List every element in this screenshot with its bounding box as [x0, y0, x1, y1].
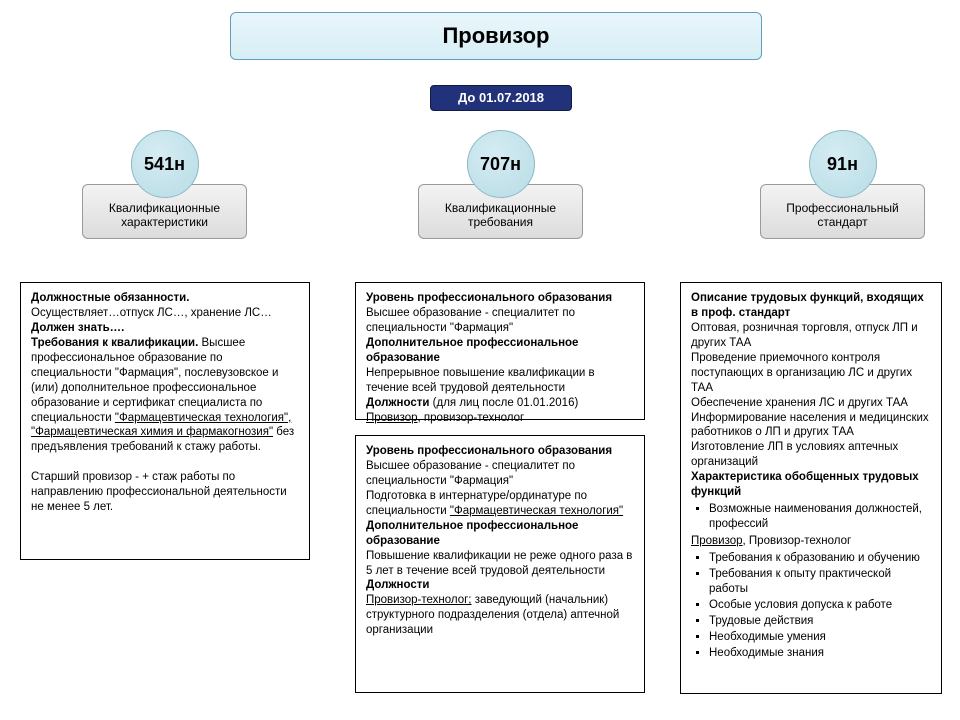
heading: Уровень профессионального образования — [366, 292, 612, 304]
text: Непрерывное повышение квалификации в теч… — [366, 367, 595, 394]
date-badge: До 01.07.2018 — [430, 85, 572, 111]
text: Высшее образование - специалитет по спец… — [366, 307, 575, 334]
list-item: Требования к опыту практической работы — [709, 567, 931, 597]
heading: Дополнительное профессиональное образова… — [366, 337, 578, 364]
heading: Дополнительное профессиональное образова… — [366, 520, 578, 547]
underlined-text: Провизор — [691, 535, 743, 547]
text: Изготовление ЛП в условиях аптечных орга… — [691, 441, 898, 468]
text: Старший провизор - + стаж работы по напр… — [31, 471, 287, 513]
text: Обеспечение хранения ЛС и других ТАА — [691, 397, 908, 409]
circle-badge-2: 707н — [467, 130, 535, 198]
content-box-professional-standard: Описание трудовых функций, входящих в пр… — [680, 282, 942, 694]
text: Оптовая, розничная торговля, отпуск ЛП и… — [691, 322, 918, 349]
text: (для лиц после 01.01.2016) — [429, 397, 578, 409]
content-box-qualification-requirements-1: Уровень профессионального образования Вы… — [355, 282, 645, 420]
text: Осуществляет…отпуск ЛС…, хранение ЛС… — [31, 307, 272, 319]
list-item: Возможные наименования должностей, профе… — [709, 502, 931, 532]
list-item: Необходимые умения — [709, 630, 931, 645]
bullet-list: Возможные наименования должностей, профе… — [709, 502, 931, 532]
text: Высшее профессиональное образование по с… — [31, 337, 278, 424]
heading: Должности — [366, 397, 429, 409]
circle-badge-3: 91н — [809, 130, 877, 198]
heading: Должен знать…. — [31, 322, 124, 334]
heading: Должностные обязанности. — [31, 292, 189, 304]
list-item: Необходимые знания — [709, 646, 931, 661]
heading: Требования к квалификации. — [31, 337, 198, 349]
heading: Характеристика обобщенных трудовых функц… — [691, 471, 919, 498]
text: , провизор-технолог — [418, 412, 525, 424]
underlined-text: Провизор-технолог; — [366, 594, 472, 606]
text: , Провизор-технолог — [743, 535, 852, 547]
content-box-qualification-characteristics: Должностные обязанности. Осуществляет…от… — [20, 282, 310, 560]
underlined-text: Провизор — [366, 412, 418, 424]
text: Информирование населения и медицинских р… — [691, 412, 929, 439]
list-item: Особые условия допуска к работе — [709, 598, 931, 613]
underlined-text: "Фармацевтическая технология" — [450, 505, 623, 517]
column-header-3: 91н Профессиональный стандарт — [760, 130, 925, 239]
heading: Уровень профессионального образования — [366, 445, 612, 457]
content-box-qualification-requirements-2: Уровень профессионального образования Вы… — [355, 435, 645, 693]
text: Высшее образование - специалитет по спец… — [366, 460, 575, 487]
text: Повышение квалификации не реже одного ра… — [366, 550, 632, 577]
page-title: Провизор — [230, 12, 762, 60]
column-header-2: 707н Квалификационные требования — [418, 130, 583, 239]
list-item: Трудовые действия — [709, 614, 931, 629]
heading: Описание трудовых функций, входящих в пр… — [691, 292, 924, 319]
circle-badge-1: 541н — [131, 130, 199, 198]
column-header-1: 541н Квалификационные характеристики — [82, 130, 247, 239]
text: Проведение приемочного контроля поступаю… — [691, 352, 912, 394]
bullet-list: Требования к образованию и обучению Треб… — [709, 551, 931, 661]
list-item: Требования к образованию и обучению — [709, 551, 931, 566]
heading: Должности — [366, 579, 429, 591]
